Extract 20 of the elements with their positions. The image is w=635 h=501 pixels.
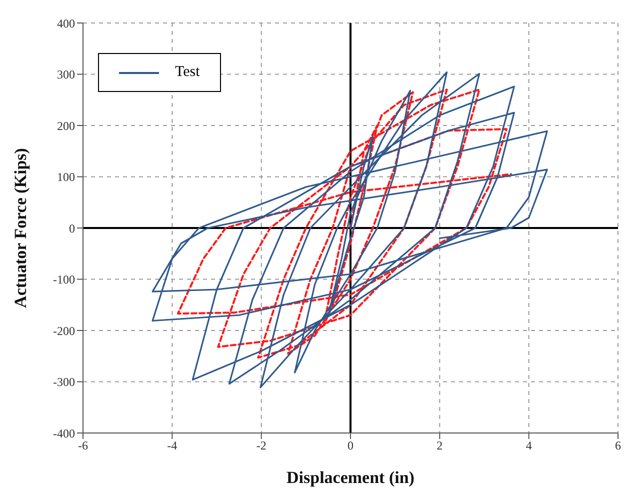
- y-tick-label: -300: [53, 375, 75, 390]
- y-tick-label: 0: [69, 221, 75, 236]
- y-tick-label: -200: [53, 324, 75, 338]
- y-tick-label: 100: [57, 170, 75, 184]
- line-series: [176, 88, 512, 359]
- y-axis-title: Actuator Force (Kips): [11, 148, 30, 308]
- x-tick-label: 4: [526, 438, 532, 453]
- legend-label: Test: [175, 64, 200, 81]
- x-tick-label: 0: [348, 438, 354, 453]
- y-tick-label: -100: [53, 272, 75, 287]
- x-tick-label: -6: [78, 438, 88, 453]
- y-tick-label: 300: [57, 68, 75, 82]
- x-tick-label: 6: [615, 438, 621, 453]
- y-tick-label: -400: [53, 426, 75, 440]
- x-tick-label: -4: [167, 438, 178, 453]
- x-tick-label: 2: [436, 438, 443, 453]
- y-tick-label: 400: [57, 16, 75, 30]
- y-tick-label: 200: [57, 118, 75, 133]
- x-tick-label: -2: [256, 438, 266, 453]
- x-axis-title: Displacement (in): [286, 468, 414, 487]
